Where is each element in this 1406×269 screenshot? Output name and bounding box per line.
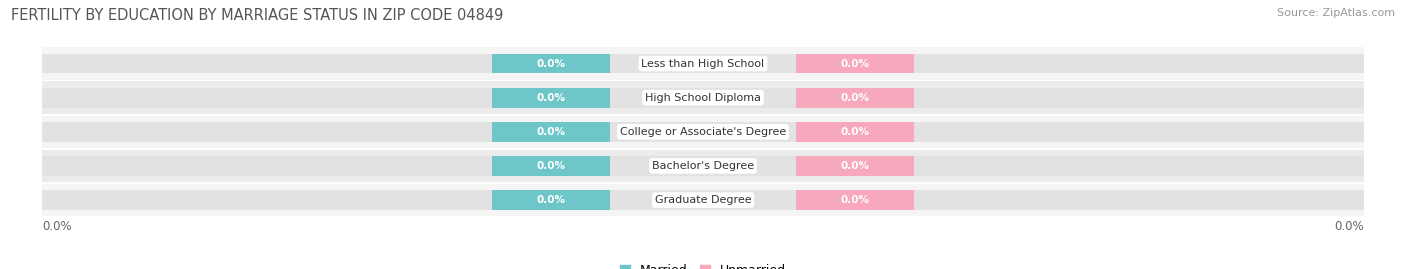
- Bar: [42, 190, 1364, 210]
- Text: Source: ZipAtlas.com: Source: ZipAtlas.com: [1277, 8, 1395, 18]
- Text: 0.0%: 0.0%: [537, 59, 565, 69]
- Bar: [42, 116, 1364, 148]
- Text: College or Associate's Degree: College or Associate's Degree: [620, 127, 786, 137]
- Text: 0.0%: 0.0%: [1334, 220, 1364, 233]
- Text: Less than High School: Less than High School: [641, 59, 765, 69]
- Text: 0.0%: 0.0%: [841, 127, 869, 137]
- Bar: [492, 156, 610, 176]
- Text: 0.0%: 0.0%: [537, 195, 565, 205]
- Bar: [492, 54, 610, 73]
- Text: 0.0%: 0.0%: [841, 93, 869, 103]
- Bar: [796, 88, 914, 108]
- Text: 0.0%: 0.0%: [841, 161, 869, 171]
- Bar: [796, 190, 914, 210]
- Text: 0.0%: 0.0%: [537, 127, 565, 137]
- Text: 0.0%: 0.0%: [42, 220, 72, 233]
- Bar: [492, 88, 610, 108]
- Bar: [42, 54, 1364, 73]
- Bar: [796, 156, 914, 176]
- Text: 0.0%: 0.0%: [537, 93, 565, 103]
- Bar: [42, 82, 1364, 114]
- Text: FERTILITY BY EDUCATION BY MARRIAGE STATUS IN ZIP CODE 04849: FERTILITY BY EDUCATION BY MARRIAGE STATU…: [11, 8, 503, 23]
- Text: 0.0%: 0.0%: [537, 161, 565, 171]
- Bar: [42, 184, 1364, 216]
- Legend: Married, Unmarried: Married, Unmarried: [614, 259, 792, 269]
- Text: Graduate Degree: Graduate Degree: [655, 195, 751, 205]
- Text: 0.0%: 0.0%: [841, 195, 869, 205]
- Bar: [796, 122, 914, 142]
- Bar: [796, 54, 914, 73]
- Bar: [42, 47, 1364, 80]
- Bar: [42, 88, 1364, 108]
- Bar: [42, 150, 1364, 182]
- Bar: [42, 156, 1364, 176]
- Bar: [42, 122, 1364, 142]
- Bar: [492, 122, 610, 142]
- Text: 0.0%: 0.0%: [841, 59, 869, 69]
- Bar: [492, 190, 610, 210]
- Text: Bachelor's Degree: Bachelor's Degree: [652, 161, 754, 171]
- Text: High School Diploma: High School Diploma: [645, 93, 761, 103]
